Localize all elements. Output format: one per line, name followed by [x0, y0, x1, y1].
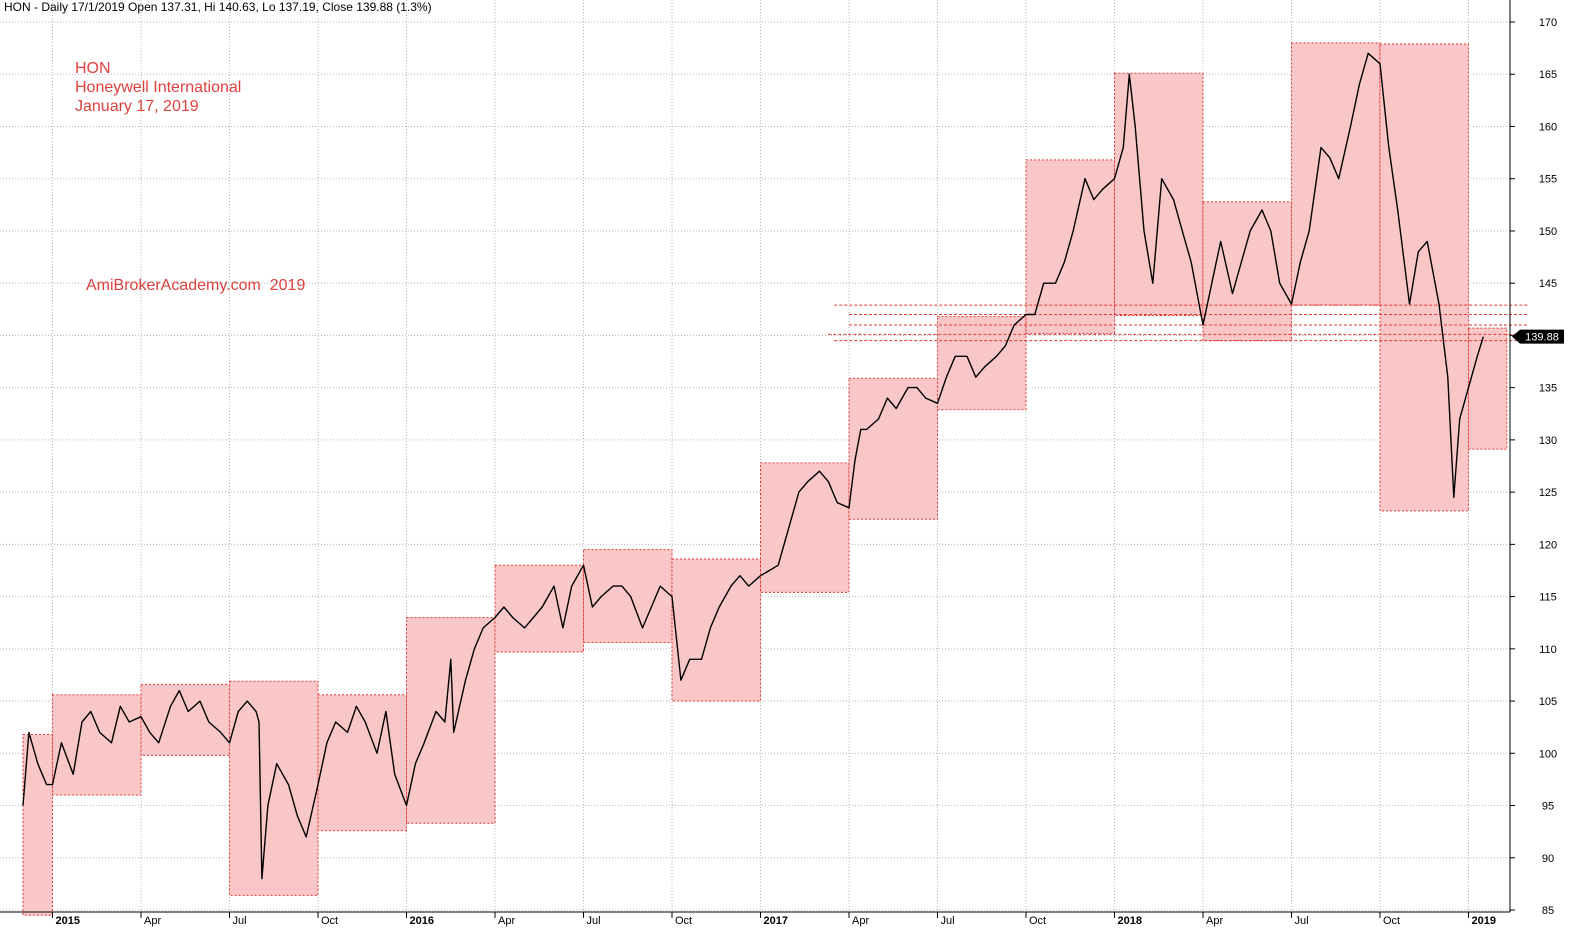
date-label: January 17, 2019 [75, 98, 199, 115]
y-tick-label: 115 [1539, 592, 1557, 604]
price-layer [22, 52, 1484, 880]
range-box [406, 616, 496, 824]
range-box [1025, 159, 1115, 334]
chart-annotation: HON Honeywell International January 17, … [75, 59, 241, 116]
y-tick-label: 165 [1539, 69, 1557, 81]
range-box [1291, 42, 1381, 306]
x-tick-label: Jul [1295, 915, 1309, 927]
range-box [1114, 72, 1204, 317]
ticker-label: HON [75, 60, 111, 77]
x-tick-label: Apr [144, 915, 161, 927]
range-box [1468, 327, 1508, 450]
x-tick-label: Jul [587, 915, 601, 927]
y-tick-label: 135 [1539, 383, 1557, 395]
chart-info-line: HON - Daily 17/1/2019 Open 137.31, Hi 14… [4, 0, 432, 14]
x-tick-label: 2019 [1472, 915, 1496, 927]
x-tick-label: Oct [1383, 915, 1400, 927]
x-tick-label: 2017 [764, 915, 788, 927]
range-box [52, 694, 142, 796]
y-tick-label: 100 [1539, 748, 1557, 760]
y-tick-label: 105 [1539, 696, 1557, 708]
x-tick-label: Apr [498, 915, 515, 927]
grid-layer [0, 0, 1510, 912]
last-close-marker [1512, 329, 1564, 344]
price-series-line [22, 52, 1484, 880]
x-tick-label: Oct [1029, 915, 1046, 927]
x-tick-label: Oct [675, 915, 692, 927]
y-tick-label: 90 [1542, 853, 1554, 865]
x-tick-label: Oct [321, 915, 338, 927]
range-box [671, 558, 761, 702]
last-close-label: 139.88 [1525, 332, 1559, 344]
y-tick-label: 125 [1539, 487, 1557, 499]
range-box [937, 316, 1027, 411]
x-tick-label: 2015 [56, 915, 80, 927]
x-tick-label: Apr [1206, 915, 1223, 927]
range-box [229, 680, 319, 896]
range-box [760, 462, 850, 593]
y-tick-label: 145 [1539, 278, 1557, 290]
y-tick-label: 130 [1539, 435, 1557, 447]
level-lines-layer [828, 304, 1528, 342]
y-tick-label: 160 [1539, 121, 1557, 133]
range-box [1379, 43, 1469, 512]
range-box [1202, 201, 1292, 342]
x-tick-label: Jul [233, 915, 247, 927]
range-box [140, 683, 230, 756]
y-tick-label: 120 [1539, 539, 1557, 551]
x-tick-label: 2016 [410, 915, 434, 927]
x-tick-label: Apr [852, 915, 869, 927]
y-tick-label: 155 [1539, 174, 1557, 186]
company-label: Honeywell International [75, 79, 242, 96]
y-tick-label: 110 [1539, 644, 1557, 656]
y-tick-label: 150 [1539, 226, 1557, 238]
x-tick-label: 2018 [1118, 915, 1142, 927]
y-tick-label: 95 [1542, 801, 1554, 813]
y-tick-label: 170 [1539, 17, 1557, 29]
box-layer [22, 42, 1508, 916]
range-box [494, 564, 584, 653]
brand-watermark: AmiBrokerAcademy.com 2019 [86, 277, 306, 294]
range-box [583, 549, 673, 644]
range-box [848, 377, 938, 520]
x-tick-label: Jul [941, 915, 955, 927]
y-tick-label: 85 [1542, 905, 1554, 917]
